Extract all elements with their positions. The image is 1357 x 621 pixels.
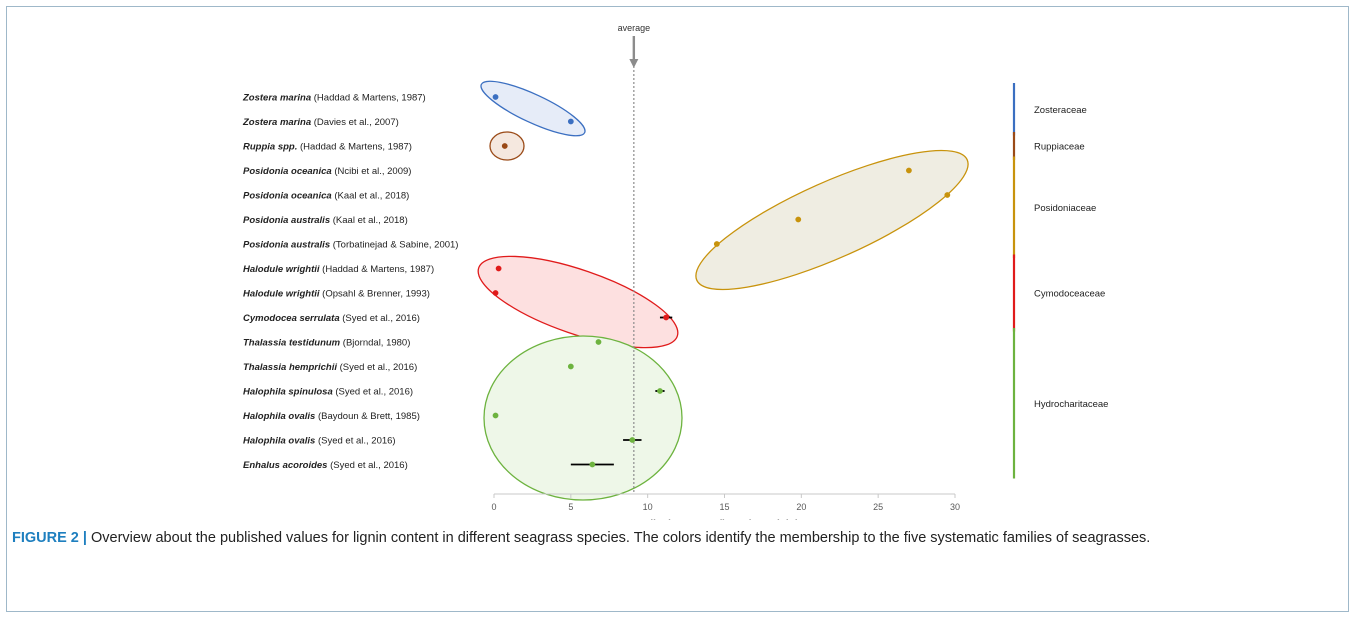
row-label-2: Ruppia spp. (Haddad & Martens, 1987) [243, 142, 412, 153]
row-label-5: Posidonia australis (Kaal et al., 2018) [243, 215, 408, 226]
reference: (Syed et al., 2016) [337, 362, 417, 373]
data-point-12 [657, 388, 663, 394]
species-name: Halophila ovalis [243, 436, 315, 447]
species-name: Halodule wrightii [243, 264, 320, 275]
data-points [492, 94, 951, 468]
reference: (Haddad & Martens, 1987) [311, 93, 426, 104]
species-name: Posidonia oceanica [243, 191, 332, 202]
reference: (Ncibi et al., 2009) [332, 166, 412, 177]
row-label-13: Halophila ovalis (Baydoun & Brett, 1985) [243, 411, 420, 422]
row-labels: Zostera marina (Haddad & Martens, 1987)Z… [242, 93, 458, 472]
row-label-6: Posidonia australis (Torbatinejad & Sabi… [243, 240, 458, 251]
data-point-14 [629, 437, 636, 443]
x-axis: 0 5 10 15 20 25 30 lignin content (in % dry wei… [491, 493, 960, 520]
x-tick-label-10: 10 [643, 502, 653, 512]
species-name: Halophila spinulosa [243, 387, 333, 398]
reference: (Syed et al., 2016) [340, 313, 420, 324]
data-point-9 [663, 314, 670, 321]
row-label-8: Halodule wrightii (Opsahl & Brenner, 199… [243, 289, 430, 300]
reference: (Torbatinejad & Sabine, 2001) [330, 240, 458, 251]
family-label-cymodoceaceae: Cymodoceaceae [1034, 289, 1105, 300]
species-name: Halophila ovalis [243, 411, 315, 422]
x-tick-label-0: 0 [491, 502, 496, 512]
species-name: Posidonia australis [243, 215, 330, 226]
x-axis-label: lignin content (in % dry weight) [650, 519, 798, 520]
family-legend: Zosteraceae Ruppiaceae Posidoniaceae Cymodo… [1012, 83, 1108, 479]
reference: (Bjorndal, 1980) [340, 338, 410, 349]
data-point-3 [906, 167, 912, 174]
data-point-10 [595, 339, 602, 345]
family-ellipses [477, 80, 969, 501]
data-point-8 [492, 290, 499, 296]
caption-lead: FIGURE 2 | [12, 530, 87, 546]
ellipse-hydrocharitaceae [483, 335, 683, 501]
average-label: average [618, 23, 651, 33]
row-label-9: Cymodocea serrulata (Syed et al., 2016) [243, 313, 420, 324]
reference: (Kaal et al., 2018) [332, 191, 410, 202]
row-label-12: Halophila spinulosa (Syed et al., 2016) [243, 387, 413, 398]
data-point-0 [492, 94, 499, 100]
family-label-hydrocharitaceae: Hydrocharitaceae [1034, 399, 1108, 410]
species-name: Thalassia hemprichii [243, 362, 337, 373]
row-label-4: Posidonia oceanica (Kaal et al., 2018) [243, 191, 409, 202]
reference: (Syed et al., 2016) [333, 387, 413, 398]
species-name: Thalassia testidunum [243, 338, 341, 349]
data-point-2 [501, 143, 508, 149]
family-label-posidoniaceae: Posidoniaceae [1034, 203, 1096, 214]
reference: (Syed et al., 2016) [327, 460, 407, 471]
average-marker: average [618, 23, 651, 494]
species-name: Enhalus acoroides [243, 460, 327, 471]
row-label-14: Halophila ovalis (Syed et al., 2016) [243, 436, 396, 447]
x-tick-label-5: 5 [568, 502, 573, 512]
row-label-7: Halodule wrightii (Haddad & Martens, 198… [243, 264, 434, 275]
reference: (Haddad & Martens, 1987) [297, 142, 412, 153]
reference: (Baydoun & Brett, 1985) [315, 411, 420, 422]
ellipse-posidoniaceae [695, 149, 969, 291]
row-label-10: Thalassia testidunum (Bjorndal, 1980) [243, 338, 410, 349]
family-label-zosteraceae: Zosteraceae [1034, 105, 1087, 116]
species-name: Zostera marina [242, 93, 311, 104]
x-tick-label-25: 25 [873, 502, 883, 512]
species-name: Ruppia spp. [243, 142, 297, 153]
species-name: Halodule wrightii [243, 289, 320, 300]
average-arrow-head [629, 59, 639, 68]
family-label-ruppiaceae: Ruppiaceae [1034, 142, 1085, 153]
ellipse-zosteraceae [480, 80, 586, 137]
row-label-11: Thalassia hemprichii (Syed et al., 2016) [243, 362, 417, 373]
x-tick-label-15: 15 [719, 502, 729, 512]
data-point-1 [567, 118, 574, 125]
species-name: Zostera marina [242, 117, 311, 128]
caption-text: Overview about the published values for … [86, 530, 1151, 546]
lignin-chart: 0 5 10 15 20 25 30 lignin content (in % dry wei… [242, 23, 1108, 520]
data-point-4 [944, 192, 951, 198]
data-point-7 [495, 265, 502, 272]
data-point-15 [589, 461, 596, 468]
data-point-13 [492, 412, 499, 419]
species-name: Posidonia australis [243, 240, 330, 251]
row-label-1: Zostera marina (Davies et al., 2007) [242, 117, 399, 128]
row-label-3: Posidonia oceanica (Ncibi et al., 2009) [243, 166, 411, 177]
reference: (Haddad & Martens, 1987) [320, 264, 435, 275]
ellipse-cymodoceaceae [477, 255, 679, 349]
reference: (Syed et al., 2016) [315, 436, 395, 447]
data-point-5 [795, 216, 802, 223]
x-tick-label-20: 20 [796, 502, 806, 512]
reference: (Opsahl & Brenner, 1993) [320, 289, 430, 300]
row-label-15: Enhalus acoroides (Syed et al., 2016) [243, 460, 408, 471]
data-point-11 [567, 363, 574, 370]
row-label-0: Zostera marina (Haddad & Martens, 1987) [242, 93, 426, 104]
species-name: Cymodocea serrulata [243, 313, 340, 324]
species-name: Posidonia oceanica [243, 166, 332, 177]
reference: (Kaal et al., 2018) [330, 215, 408, 226]
reference: (Davies et al., 2007) [311, 117, 399, 128]
x-tick-label-30: 30 [950, 502, 960, 512]
data-point-6 [713, 241, 720, 247]
figure-frame [6, 6, 1349, 612]
figure-caption: FIGURE 2 | Overview about the published … [12, 527, 1337, 550]
